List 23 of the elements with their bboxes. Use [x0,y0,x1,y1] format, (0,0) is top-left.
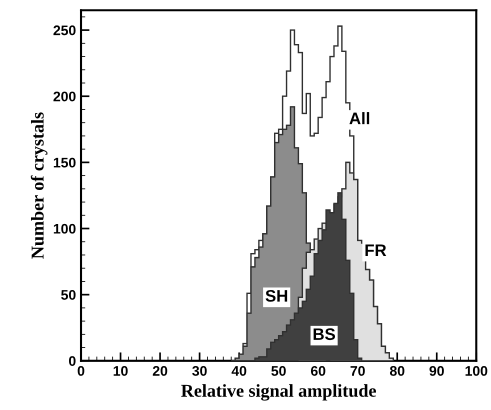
series-label: All [349,112,370,124]
series-label: FR [365,244,386,256]
y-tick-label: 200 [53,92,76,102]
series-label: BS [314,328,336,340]
y-axis-title: Number of crystals [30,112,48,259]
y-tick-label: 0 [68,356,76,366]
x-tick-label: 90 [430,366,444,376]
x-tick-label: 0 [78,366,84,376]
y-tick-label: 250 [53,25,76,36]
x-axis-title: Relative signal amplitude [181,384,376,401]
x-tick-label: 70 [350,366,365,376]
x-tick-label: 60 [310,366,326,376]
x-tick-label: 100 [466,366,488,376]
y-tick-label: 50 [61,290,76,300]
x-tick-label: 20 [152,366,168,376]
x-tick-label: 50 [271,366,286,376]
x-tick-label: 30 [192,366,207,376]
y-tick-label: 100 [54,224,76,234]
series-label: SH [266,290,288,302]
x-tick-label: 10 [114,366,128,376]
x-tick-label: 40 [232,366,246,376]
y-tick-label: 150 [54,158,76,168]
x-tick-label: 80 [390,366,404,376]
